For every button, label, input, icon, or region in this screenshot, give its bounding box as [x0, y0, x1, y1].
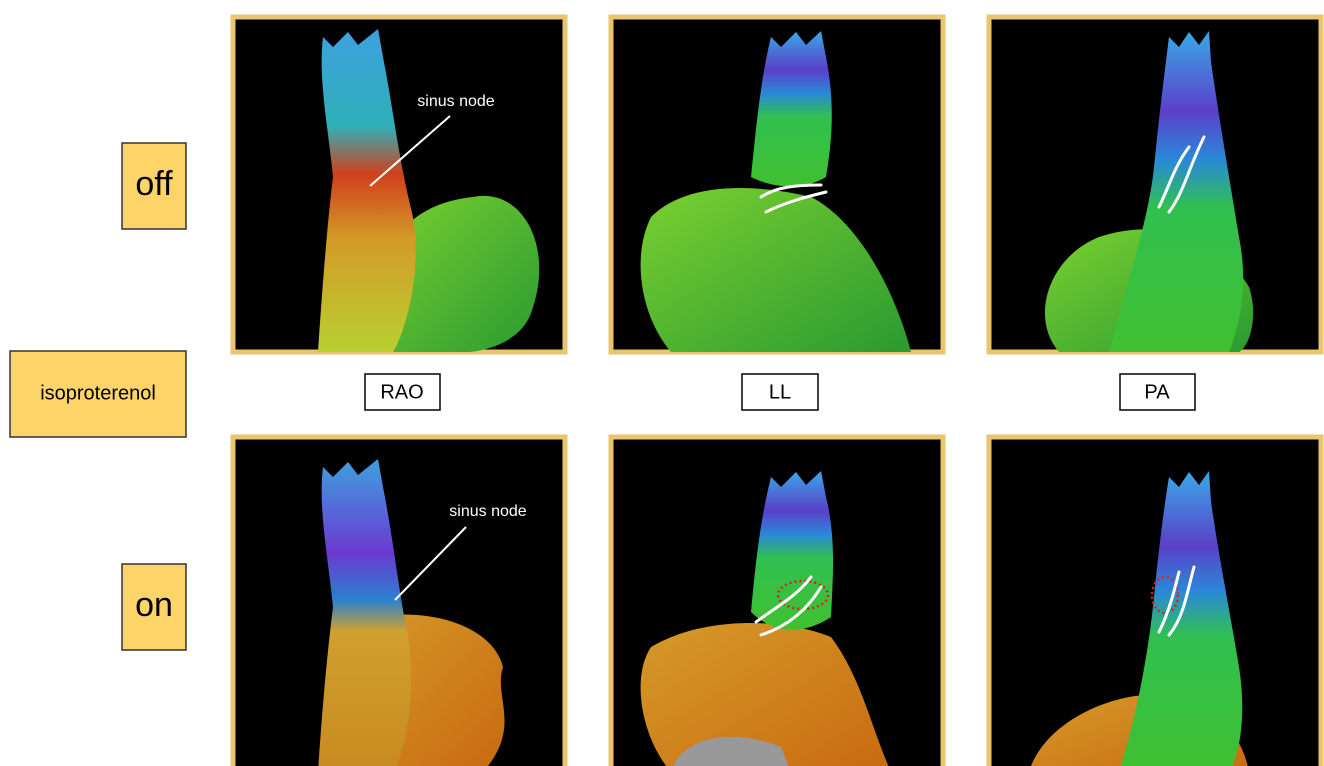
- panel-on-ll: [611, 437, 943, 766]
- view-ll: LL: [742, 374, 818, 410]
- view-label: PA: [1144, 381, 1170, 403]
- condition-label: isoproterenol: [40, 382, 156, 404]
- condition-off: off: [122, 143, 186, 229]
- condition-label: off: [135, 165, 173, 203]
- view-pa: PA: [1120, 374, 1195, 410]
- annotation-text: sinus node: [417, 93, 494, 110]
- condition-on: on: [122, 564, 186, 650]
- figure: off isoproterenol on: [0, 0, 1324, 766]
- panel-off-rao: [233, 17, 565, 353]
- condition-isoproterenol: isoproterenol: [10, 351, 186, 437]
- view-rao: RAO: [365, 374, 440, 410]
- panel-off-ll: [611, 17, 943, 352]
- panel-on-pa: [989, 437, 1321, 766]
- panel-on-rao: [233, 437, 565, 766]
- condition-label: on: [135, 586, 173, 624]
- view-label: LL: [769, 381, 791, 403]
- panel-off-pa: [989, 17, 1321, 352]
- annotation-text: sinus node: [449, 503, 526, 520]
- view-label: RAO: [380, 381, 423, 403]
